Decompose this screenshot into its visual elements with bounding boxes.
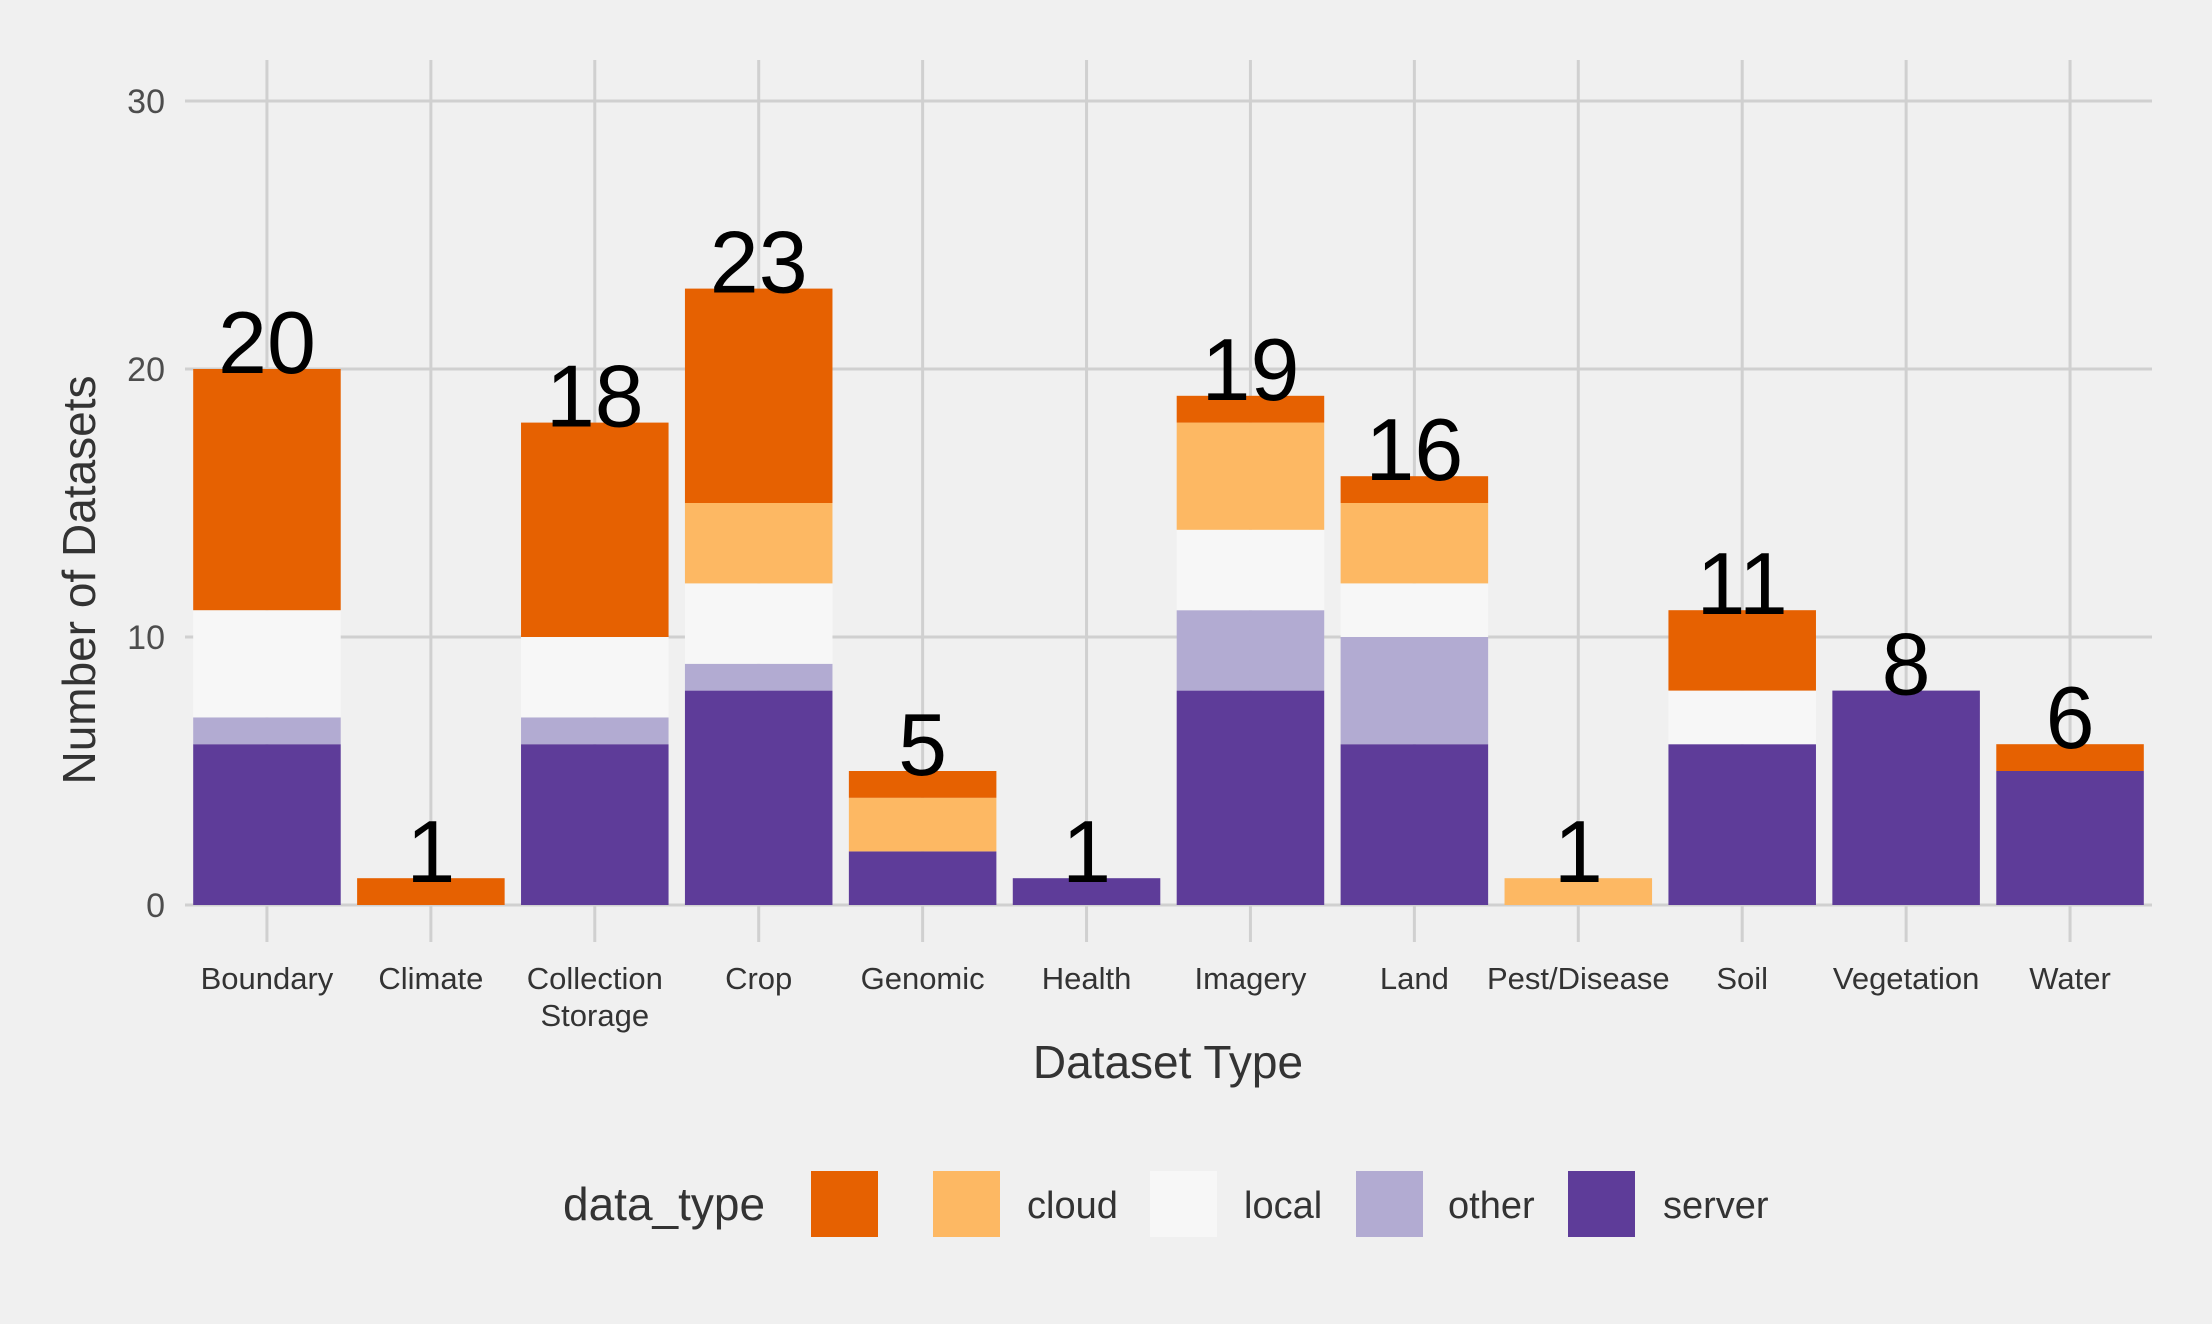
bar-segment xyxy=(1340,583,1489,637)
x-tick-label: Vegetation xyxy=(1833,961,1980,996)
x-tick-label: Health xyxy=(1042,961,1132,996)
legend-label: other xyxy=(1448,1185,1535,1227)
y-tick-label: 0 xyxy=(146,887,165,925)
bar-segment xyxy=(1668,744,1816,905)
bar-segment xyxy=(1340,503,1489,584)
bar-total-label: 16 xyxy=(1365,400,1463,499)
bar-segment xyxy=(521,717,669,745)
bar-segment xyxy=(1176,529,1325,611)
x-tick-label: Genomic xyxy=(861,961,985,996)
bar-total-label: 8 xyxy=(1882,615,1931,714)
y-axis: 0 10 20 30 xyxy=(127,83,165,925)
x-tick-label: Crop xyxy=(725,961,792,996)
bar-total-label: 11 xyxy=(1697,534,1788,633)
bar-segment xyxy=(1504,878,1653,905)
y-axis-title: Number of Datasets xyxy=(53,375,105,784)
bar-segment xyxy=(1668,610,1816,691)
legend-key xyxy=(1150,1171,1217,1237)
legend-key xyxy=(1356,1171,1423,1237)
bar-segment xyxy=(684,690,833,905)
x-tick-label: Collection Storage xyxy=(527,961,663,1033)
bar-total-label: 1 xyxy=(1062,802,1111,901)
bar-segment xyxy=(193,610,341,718)
bar-total-label: 6 xyxy=(2046,668,2095,767)
bar-segment xyxy=(684,503,833,584)
bar-total-label: 5 xyxy=(898,695,947,794)
legend-title: data_type xyxy=(563,1178,765,1230)
bar-segment xyxy=(1340,476,1489,503)
bar-segment xyxy=(848,771,997,798)
bar-total-label: 23 xyxy=(710,213,808,312)
bar-segment xyxy=(193,744,341,905)
bar-segment xyxy=(1176,610,1325,691)
bar-segment xyxy=(1012,878,1161,905)
bar-segment xyxy=(1176,690,1325,905)
bar-segment xyxy=(684,663,833,691)
bar-segment xyxy=(1996,744,2144,771)
x-tick-label: Climate xyxy=(378,961,483,996)
x-tick-label: Soil xyxy=(1716,961,1768,996)
legend-label: local xyxy=(1244,1185,1322,1227)
bar-segment xyxy=(521,637,669,718)
x-axis: Boundary Climate Collection Storage Crop Geno… xyxy=(201,961,2111,1033)
x-tick-label: Water xyxy=(2029,961,2111,996)
y-tick-label: 20 xyxy=(127,351,165,389)
legend-label: server xyxy=(1663,1185,1769,1227)
bar-segment xyxy=(521,422,669,637)
bar-total-label: 19 xyxy=(1202,320,1300,419)
legend-key xyxy=(811,1171,878,1237)
bar-segment xyxy=(521,744,669,905)
x-tick-label: Pest/Disease xyxy=(1487,961,1670,996)
bar-segment xyxy=(357,878,505,905)
bars xyxy=(193,288,2144,905)
y-tick-label: 10 xyxy=(127,619,165,657)
bar-segment xyxy=(684,583,833,664)
bar-total-label: 1 xyxy=(1554,802,1603,901)
bar-segment xyxy=(848,851,997,905)
x-tick-label: Imagery xyxy=(1194,961,1306,996)
bar-segment xyxy=(1996,771,2144,905)
bar-segment xyxy=(1176,395,1325,423)
bar-total-label: 1 xyxy=(406,802,455,901)
x-axis-title: Dataset Type xyxy=(1033,1036,1303,1088)
legend-label: cloud xyxy=(1027,1185,1118,1227)
legend: data_type cloud local other server xyxy=(563,1171,1769,1237)
legend-key xyxy=(1568,1171,1635,1237)
bar-segment xyxy=(1340,637,1489,745)
bar-segment xyxy=(193,717,341,745)
bar-total-label: 18 xyxy=(546,347,644,446)
bar-segment xyxy=(1832,690,1980,905)
legend-key xyxy=(933,1171,1000,1237)
bar-segment xyxy=(193,369,341,611)
x-tick-label: Boundary xyxy=(201,961,334,996)
bar-segment xyxy=(1340,744,1489,905)
bar-total-label: 20 xyxy=(218,293,316,392)
x-tick-label: Land xyxy=(1380,961,1449,996)
y-tick-label: 30 xyxy=(127,83,165,121)
bar-segment xyxy=(1668,690,1816,745)
bar-segment xyxy=(684,288,833,503)
bar-segment xyxy=(1176,422,1325,530)
bar-segment xyxy=(848,797,997,852)
